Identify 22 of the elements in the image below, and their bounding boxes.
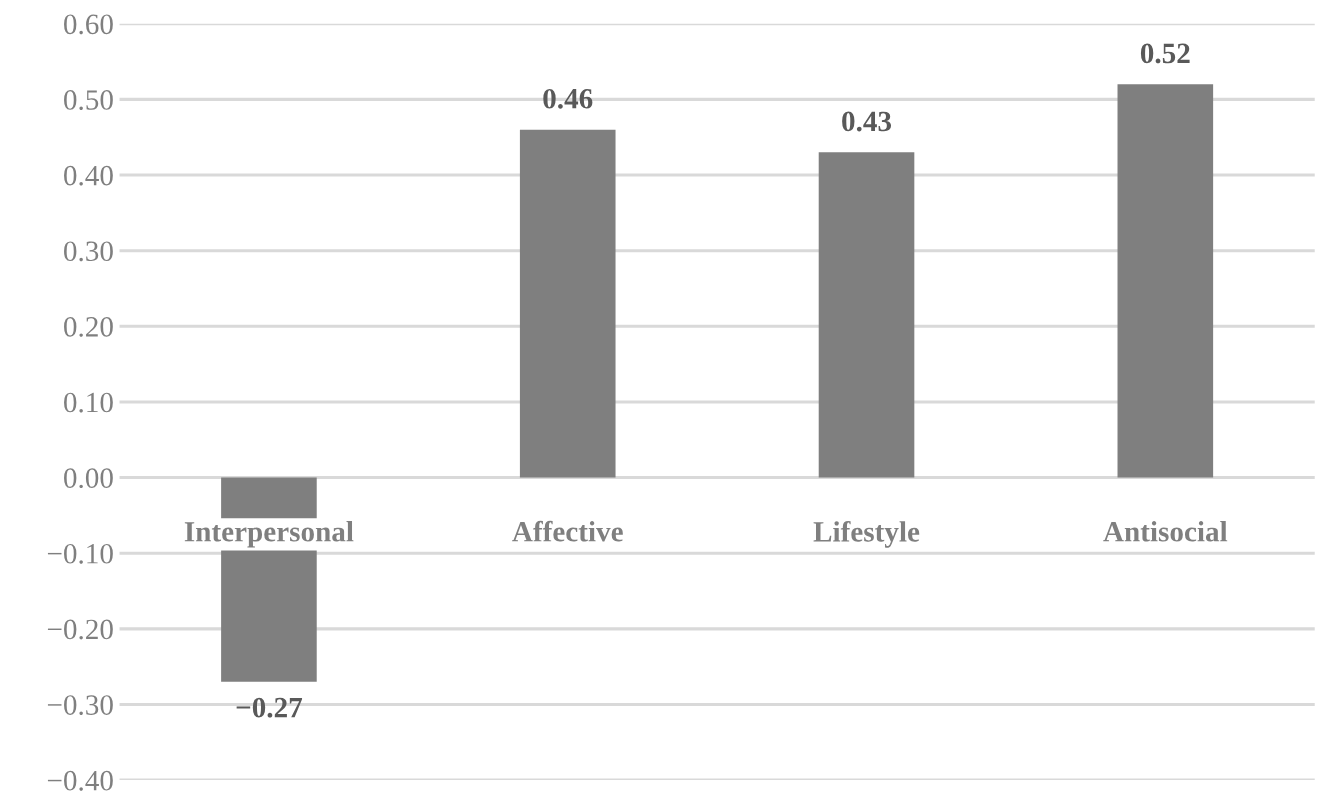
y-tick-label: 0.40 [64,165,113,186]
bar [519,129,616,478]
bar [818,152,915,478]
y-tick-label: 0.20 [64,317,113,337]
y-tick-label: 0.00 [64,468,113,489]
x-tick-label: Lifestyle [813,520,920,548]
y-tick-label: −0.20 [47,619,113,640]
data-label: −0.27 [236,697,303,718]
data-label: 0.52 [1140,43,1190,64]
y-tick-label: −0.30 [47,695,113,716]
y-tick-label: 0.50 [64,90,113,110]
x-tick-label: Antisocial [1103,521,1228,542]
y-tick-label: −0.40 [47,770,113,791]
bar [1117,84,1214,478]
y-tick-label: −0.10 [47,543,113,564]
x-tick-label: Affective [512,520,623,542]
x-tick-label: Interpersonal [184,521,354,548]
data-label: 0.43 [842,111,892,132]
y-tick-label: 0.60 [64,14,113,35]
y-tick-label: 0.10 [64,392,113,413]
y-tick-label: 0.30 [64,241,113,262]
data-label: 0.46 [543,88,593,109]
